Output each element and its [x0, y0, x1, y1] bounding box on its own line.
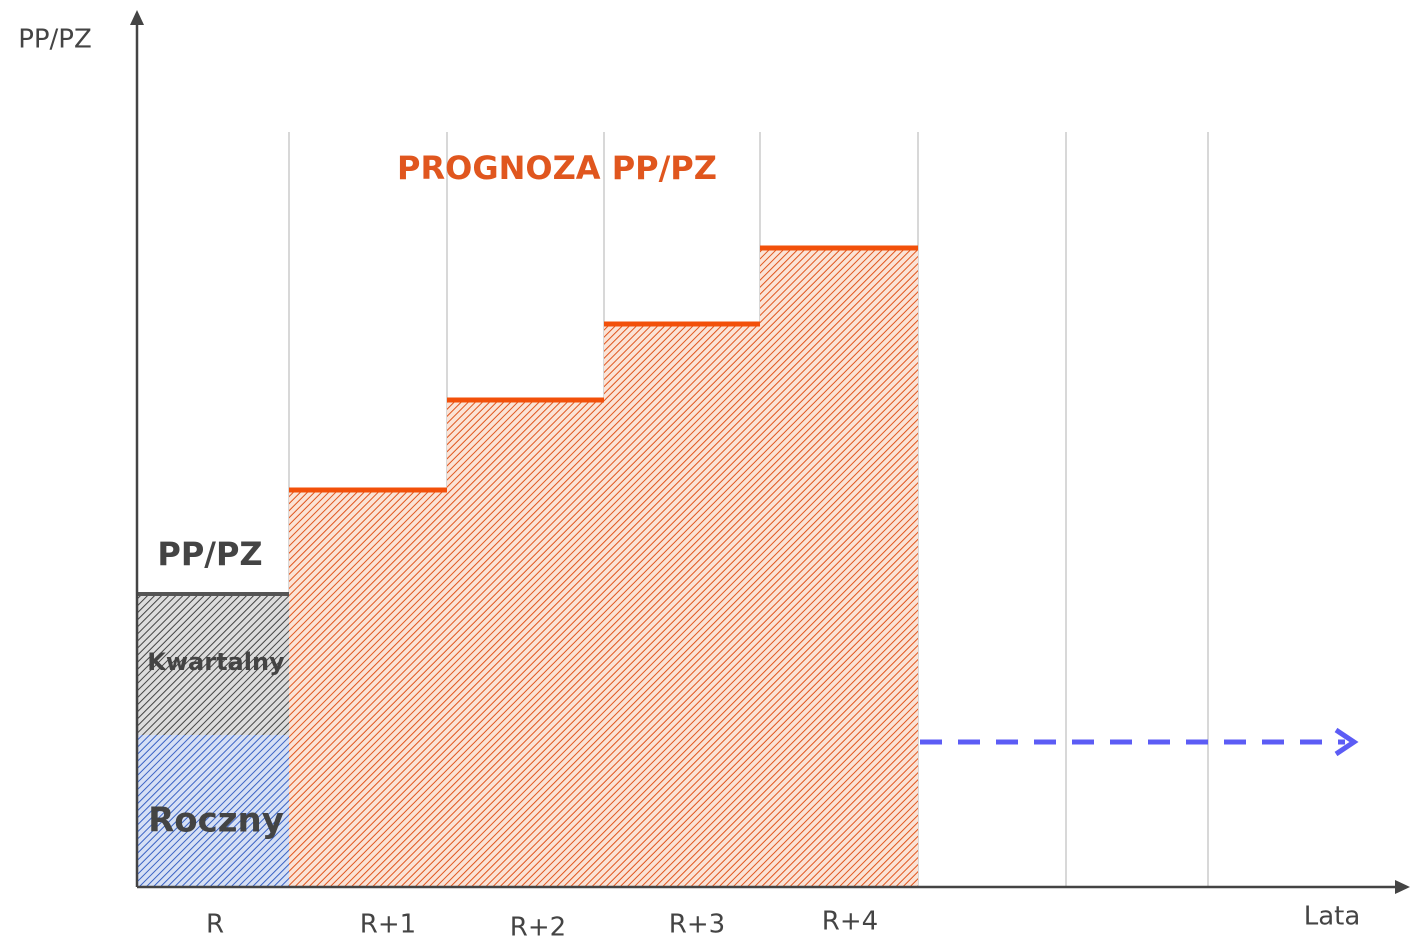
forecast-blocks [289, 245, 918, 887]
forecast-title: PROGNOZA PP/PZ [397, 149, 717, 187]
category-label: R+4 [822, 907, 878, 937]
current-label: PP/PZ [157, 535, 262, 573]
axes [130, 10, 1410, 894]
annual-block [137, 735, 289, 887]
quarterly-block [137, 594, 289, 735]
y-axis-label: PP/PZ [18, 25, 92, 55]
category-label: R+1 [360, 910, 416, 940]
quarterly-label: Kwartalny [147, 648, 285, 676]
category-label: R [206, 910, 224, 940]
category-label: R+2 [510, 913, 566, 940]
trend-arrow [920, 727, 1359, 757]
x-axis-label: Lata [1304, 902, 1361, 932]
annual-label: Roczny [148, 801, 284, 841]
category-label: R+3 [669, 910, 725, 940]
